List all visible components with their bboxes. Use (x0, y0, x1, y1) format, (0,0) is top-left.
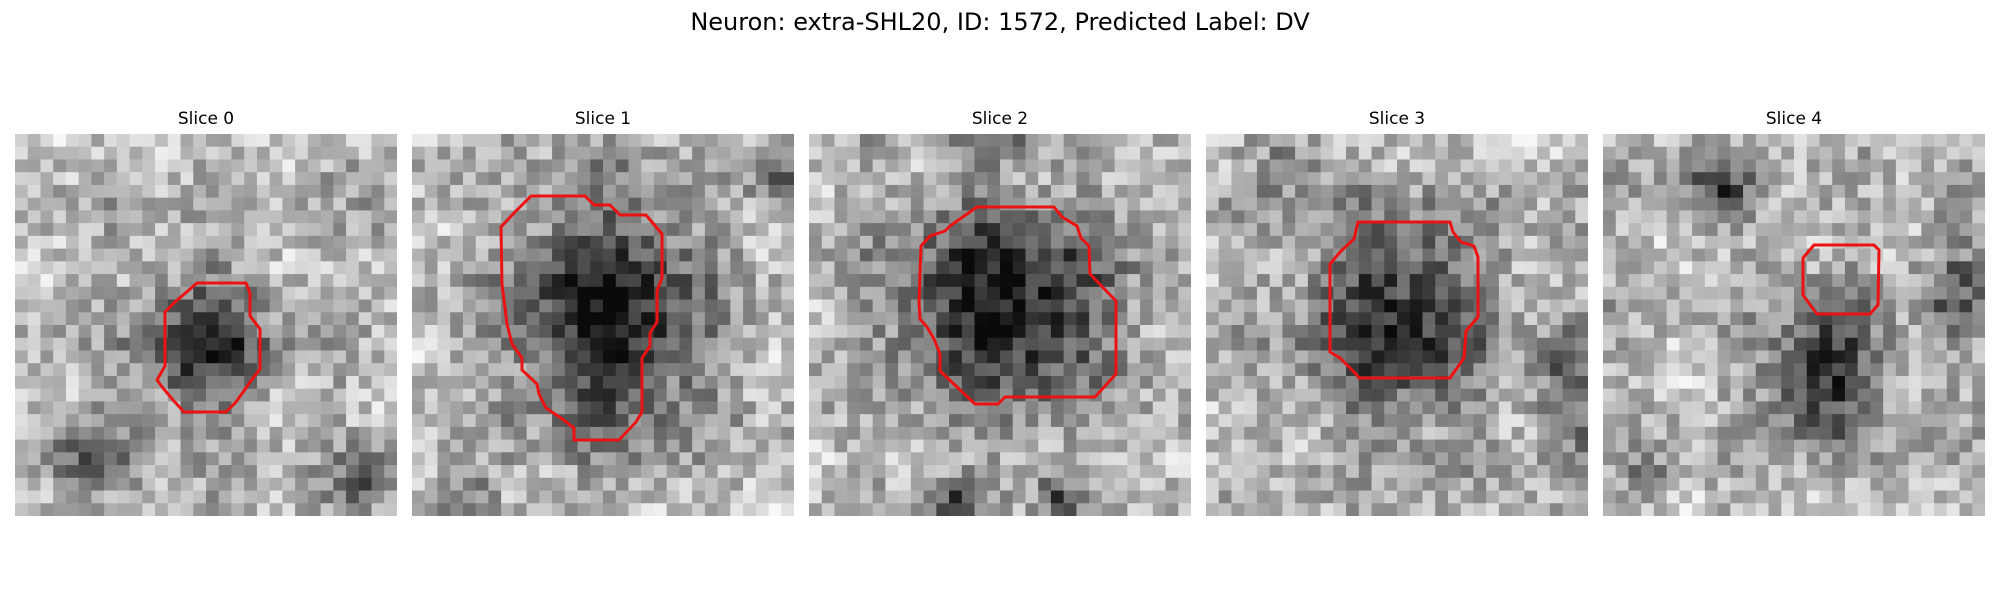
roi-contour (917, 205, 1118, 406)
grayscale-tiles (1206, 134, 1588, 516)
slice-panel-3: Slice 3 (1206, 108, 1588, 516)
slice-image (1206, 134, 1588, 516)
slice-image-svg (1603, 134, 1985, 516)
slice-image-svg (1206, 134, 1588, 516)
slice-title: Slice 0 (177, 109, 235, 129)
roi-contour (1328, 220, 1480, 380)
slice-image (15, 134, 397, 516)
roi-contour (499, 194, 664, 442)
slice-image (412, 134, 794, 516)
figure-title: Neuron: extra-SHL20, ID: 1572, Predicted… (690, 8, 1310, 36)
grayscale-tiles (809, 134, 1191, 516)
slice-title: Slice 4 (1765, 109, 1823, 129)
slice-panel-0: Slice 0 (15, 108, 397, 516)
roi-contour (155, 281, 262, 414)
slice-image (1603, 134, 1985, 516)
slice-image-svg (412, 134, 794, 516)
slice-panel-2: Slice 2 (809, 108, 1191, 516)
slice-image (809, 134, 1191, 516)
grayscale-tiles (412, 134, 794, 516)
grayscale-tiles (15, 134, 397, 516)
grayscale-tiles (1603, 134, 1985, 516)
slice-panel-4: Slice 4 (1603, 108, 1985, 516)
slice-title: Slice 1 (574, 109, 632, 129)
slice-title: Slice 2 (971, 109, 1029, 129)
slice-title: Slice 3 (1368, 109, 1426, 129)
roi-contour (1801, 243, 1881, 316)
slice-image-svg (15, 134, 397, 516)
slice-image-svg (809, 134, 1191, 516)
slice-panel-1: Slice 1 (412, 108, 794, 516)
